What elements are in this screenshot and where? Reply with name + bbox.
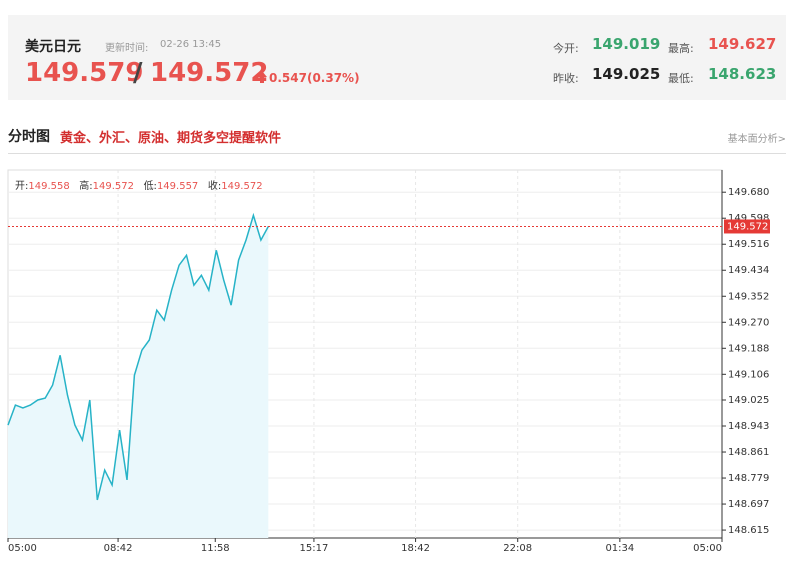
y-tick-label: 149.434 <box>728 265 769 276</box>
current-price-box <box>724 219 770 234</box>
area <box>8 215 269 538</box>
y-tick-label: 149.025 <box>728 395 769 406</box>
change: 0.547(0.37%) <box>269 71 360 85</box>
stat-label: 最低: <box>668 72 694 85</box>
stat-label: 最高: <box>668 42 694 55</box>
info-value: 149.557 <box>156 181 199 192</box>
update-time: 02-26 13:45 <box>160 39 222 50</box>
y-tick-label: 148.943 <box>728 421 769 432</box>
header-title: 美元日元 <box>25 39 81 55</box>
stat-value: 148.623 <box>708 65 777 83</box>
price-ask: 149.572 <box>150 58 269 88</box>
y-tick-label: 149.106 <box>728 369 769 380</box>
info-value: 149.572 <box>92 181 135 192</box>
y-tick-label: 149.270 <box>728 317 769 328</box>
section-title: 分时图 <box>8 129 50 145</box>
info-bar: 开:149.558 高:149.572 低:149.557 收:149.572 <box>15 177 263 192</box>
x-tick-label: 08:42 <box>104 543 133 554</box>
x-tick-label: 05:00 <box>8 543 37 554</box>
y-tick-label: 149.680 <box>728 187 769 198</box>
x-tick-label: 15:17 <box>300 543 329 554</box>
analysis-link[interactable]: 基本面分析> <box>727 134 786 145</box>
info-label: 收: <box>207 181 222 192</box>
price-separator: / <box>133 58 143 88</box>
stat-value: 149.019 <box>592 35 661 53</box>
y-tick-label: 148.615 <box>728 525 769 536</box>
divider <box>8 153 786 154</box>
x-tick-label: 05:00 <box>693 543 722 554</box>
x-tick-label: 18:42 <box>401 543 430 554</box>
info-value: 149.572 <box>221 181 263 192</box>
y-tick-label: 149.516 <box>728 239 769 250</box>
price-bid: 149.579 <box>25 58 144 88</box>
y-tick-label: 148.861 <box>728 447 769 458</box>
header-box <box>8 15 786 100</box>
x-tick-label: 01:34 <box>605 543 634 554</box>
y-tick-label: 149.598 <box>728 213 769 224</box>
x-tick-label: 22:08 <box>503 543 532 554</box>
y-tick-label: 149.352 <box>728 291 769 302</box>
info-label: 高: <box>79 181 93 192</box>
current-price-label: 149.572 <box>727 221 768 232</box>
price-line <box>7 212 269 501</box>
stat-value: 149.025 <box>592 65 661 83</box>
y-tick-label: 148.697 <box>728 499 769 510</box>
stat-label: 今开: <box>553 42 579 55</box>
promo-link[interactable]: 黄金、外汇、原油、期货多空提醒软件 <box>60 131 282 146</box>
stat-value: 149.627 <box>708 35 777 53</box>
stat-label: 昨收: <box>553 72 579 85</box>
up-arrow <box>257 71 267 83</box>
update-label: 更新时间: <box>105 43 149 54</box>
y-tick-label: 148.779 <box>728 473 769 484</box>
info-label: 低: <box>143 181 157 192</box>
info-value: 149.558 <box>28 181 70 192</box>
y-tick-label: 149.188 <box>728 343 769 354</box>
info-label: 开: <box>15 181 29 192</box>
x-tick-label: 11:58 <box>201 543 230 554</box>
